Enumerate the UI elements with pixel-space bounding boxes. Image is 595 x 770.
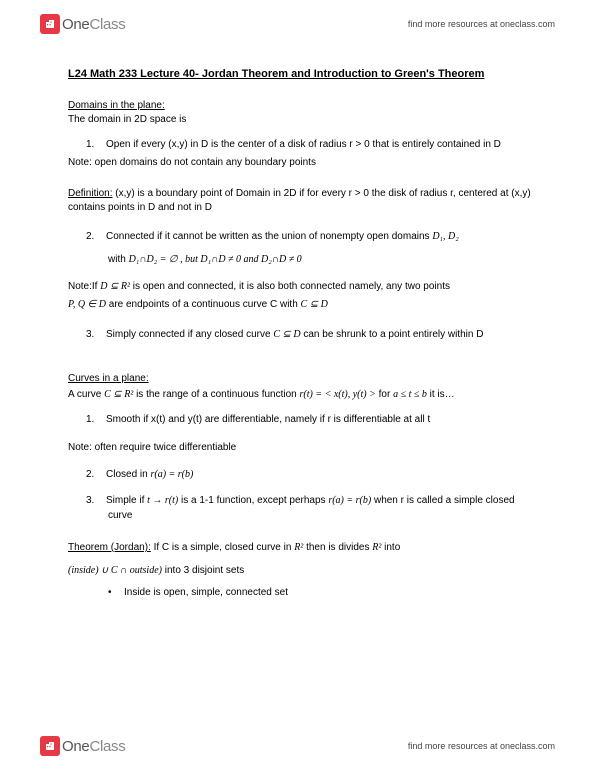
text-run: into <box>381 542 400 553</box>
curves-intro: A curve C ⊆ R² is the range of a continu… <box>68 386 535 403</box>
theorem-label: Theorem (Jordan): <box>68 542 151 553</box>
math-expr: D₁∩D₂ = ∅ , but D₁∩D ≠ 0 and D₂∩D ≠ 0 <box>129 254 302 265</box>
section-heading-domains: Domains in the plane: <box>68 100 535 111</box>
list-item: 3.Simple if t → r(t) is a 1-1 function, … <box>102 494 535 523</box>
math-expr: C ⊆ R² <box>104 389 133 400</box>
math-expr: D₁, D₂ <box>432 231 458 242</box>
document-body: L24 Math 233 Lecture 40- Jordan Theorem … <box>68 68 535 598</box>
text-run: for <box>376 389 393 400</box>
math-expr: a ≤ t ≤ b <box>393 389 427 400</box>
math-expr: r(a) = r(b) <box>150 469 193 480</box>
list-item: 2.Closed in r(a) = r(b) <box>102 468 535 483</box>
curves-list-2: 2.Closed in r(a) = r(b) <box>68 468 535 483</box>
item-text: is a 1-1 function, except perhaps <box>178 495 328 506</box>
bullet-list: Inside is open, simple, connected set <box>68 587 535 598</box>
text-run: it is… <box>427 389 455 400</box>
list-item: 3.Simply connected if any closed curve C… <box>102 328 535 343</box>
math-expr: C ⊆ D <box>273 329 300 340</box>
math-expr: C ⊆ D <box>301 299 328 310</box>
bullet-item: Inside is open, simple, connected set <box>124 587 535 598</box>
text-run: then is divides <box>303 542 372 553</box>
item-text: Inside is open, simple, connected set <box>124 587 288 598</box>
note-text: Note: open domains do not contain any bo… <box>68 156 535 171</box>
footer-tagline: find more resources at oneclass.com <box>408 741 555 751</box>
note-text: Note:If D ⊆ R² is open and connected, it… <box>68 278 535 314</box>
item-text: Simple if <box>106 495 147 506</box>
domains-list-2: 2.Connected if it cannot be written as t… <box>68 230 535 245</box>
text-run: If C is a simple, closed curve in <box>151 542 294 553</box>
brand-text: OneClass <box>62 738 125 755</box>
math-expr: (inside) ∪ C ∩ outside) <box>68 565 162 576</box>
text-run: is the range of a continuous function <box>133 389 299 400</box>
page-title: L24 Math 233 Lecture 40- Jordan Theorem … <box>68 68 535 80</box>
item-text: Smooth if x(t) and y(t) are differentiab… <box>106 414 430 425</box>
item-text: Connected if it cannot be written as the… <box>106 231 432 242</box>
note-text: Note: often require twice differentiable <box>68 441 535 456</box>
theorem-line2: (inside) ∪ C ∩ outside) into 3 disjoint … <box>68 564 535 579</box>
brand-logo: OneClass <box>40 14 125 34</box>
text-run: are endpoints of a continuous curve C wi… <box>106 299 301 310</box>
math-expr: P, Q ∈ D <box>68 299 106 310</box>
page-header: OneClass find more resources at oneclass… <box>0 14 595 34</box>
text-run: A curve <box>68 389 104 400</box>
header-tagline: find more resources at oneclass.com <box>408 19 555 29</box>
item-text: can be shrunk to a point entirely within… <box>301 329 484 340</box>
brand-logo: OneClass <box>40 736 125 756</box>
curves-list-3: 3.Simple if t → r(t) is a 1-1 function, … <box>68 494 535 523</box>
list-item: 1.Open if every (x,y) in D is the center… <box>102 138 535 153</box>
domains-intro: The domain in 2D space is <box>68 113 535 128</box>
math-expr: R² <box>294 542 303 553</box>
definition-label: Definition: <box>68 188 112 199</box>
text-run: is open and connected, it is also both c… <box>130 281 450 292</box>
math-expr: D ⊆ R² <box>100 281 130 292</box>
theorem-block: Theorem (Jordan): If C is a simple, clos… <box>68 539 535 556</box>
section-heading-curves: Curves in a plane: <box>68 373 535 384</box>
item-continuation: with D₁∩D₂ = ∅ , but D₁∩D ≠ 0 and D₂∩D ≠… <box>68 252 535 268</box>
definition-block: Definition: (x,y) is a boundary point of… <box>68 187 535 216</box>
logo-icon <box>40 736 60 756</box>
domains-list-3: 3.Simply connected if any closed curve C… <box>68 328 535 343</box>
page-footer: OneClass find more resources at oneclass… <box>0 736 595 756</box>
item-text: Open if every (x,y) in D is the center o… <box>106 139 501 150</box>
text-run: with <box>108 254 129 265</box>
logo-icon <box>40 14 60 34</box>
item-text: Simply connected if any closed curve <box>106 329 273 340</box>
domains-list: 1.Open if every (x,y) in D is the center… <box>68 138 535 153</box>
math-expr: r(a) = r(b) <box>328 495 371 506</box>
list-item: 1.Smooth if x(t) and y(t) are differenti… <box>102 413 535 428</box>
item-text: Closed in <box>106 469 150 480</box>
list-item: 2.Connected if it cannot be written as t… <box>102 230 535 245</box>
definition-text: (x,y) is a boundary point of Domain in 2… <box>68 188 531 214</box>
text-run: Note:If <box>68 281 100 292</box>
curves-list: 1.Smooth if x(t) and y(t) are differenti… <box>68 413 535 428</box>
math-expr: R² <box>372 542 381 553</box>
text-run: into 3 disjoint sets <box>162 565 244 576</box>
brand-text: OneClass <box>62 16 125 33</box>
math-expr: t → r(t) <box>147 495 178 506</box>
math-expr: r(t) = < x(t), y(t) > <box>300 389 376 400</box>
